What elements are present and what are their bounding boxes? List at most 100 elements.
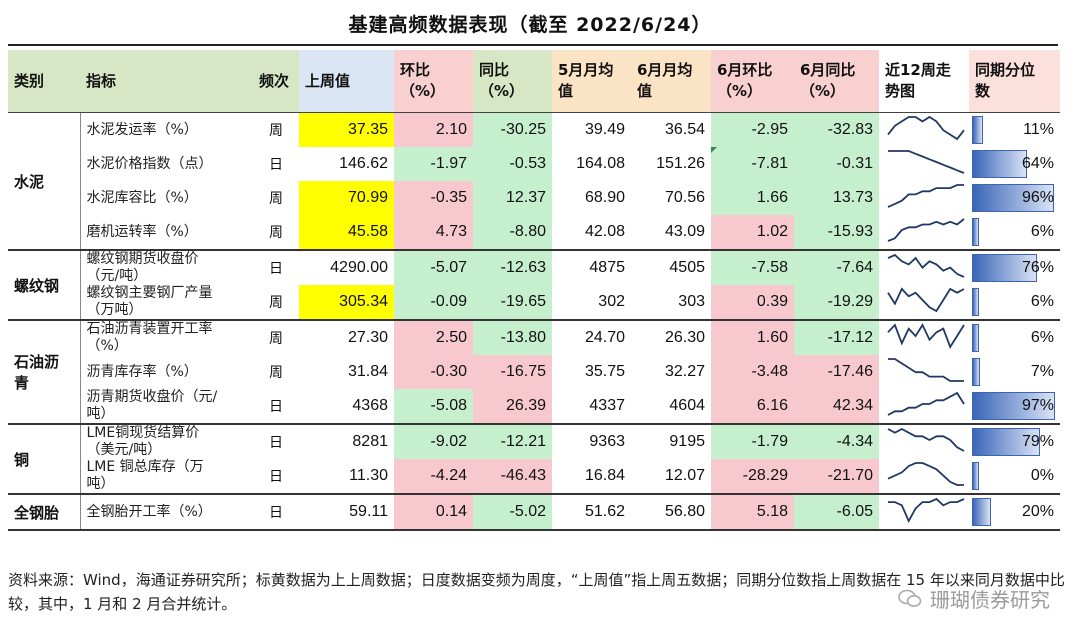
indicator-cell: LME铜现货结算价 （美元/吨）: [86, 425, 200, 458]
june-mom-value: -7.58: [711, 250, 794, 285]
last-week-value: 4290.00: [330, 259, 388, 276]
trend-sparkline: [887, 184, 964, 208]
percentile-bar: [972, 254, 1038, 282]
percentile-value: 6%: [1030, 293, 1054, 310]
column-header: 类别: [8, 50, 80, 113]
yoy-value: -46.43: [473, 459, 552, 495]
watermark: 珊瑚债券研究: [898, 584, 1050, 613]
percentile-value: 76%: [1021, 259, 1054, 276]
watermark-text: 珊瑚债券研究: [930, 588, 1050, 612]
category-cell: 螺纹钢: [8, 250, 81, 321]
table-row: 螺纹钢 螺纹钢期货收盘价 （元/吨） 日 4290.00 -5.07 -12.63 4875…: [8, 250, 1060, 321]
trend-sparkline: [887, 391, 965, 416]
june-mom-value: -2.95: [711, 112, 794, 147]
frequency-cell: 日: [253, 389, 299, 425]
percentile-value: 96%: [1021, 189, 1054, 206]
trend-sparkline: [887, 253, 965, 278]
june-average: 12.07: [631, 459, 711, 495]
may-average: 51.62: [552, 494, 631, 531]
percentile-bar: [972, 324, 979, 352]
sparkline-line: [887, 323, 965, 350]
indicator-cell: LME 铜总库存（万 吨）: [80, 459, 253, 495]
june-yoy-value: 13.73: [794, 181, 879, 215]
june-yoy-value: -7.64: [794, 250, 879, 285]
trend-cell: [879, 320, 969, 355]
june-mom-value: -7.81: [711, 147, 794, 181]
table-row: 水泥价格指数（点） 日 146.62 -1.97 -0.53 164.08 151.26 -7…: [8, 147, 1060, 181]
indicator-cell: 石油沥青装置开工率 （%）: [86, 321, 213, 354]
trend-cell: [879, 147, 969, 181]
yoy-value: -12.21: [473, 424, 552, 459]
percentile-bar: [972, 428, 1040, 456]
table-row: 沥青库存率（%） 周 31.84 -0.30 -16.75 35.75 32.27 -3.48…: [8, 355, 1060, 389]
last-week-value: 31.84: [347, 363, 388, 380]
june-mom-value: 1.02: [711, 215, 794, 251]
percentile-cell: 96%: [969, 181, 1060, 215]
wow-value: -1.97: [394, 147, 473, 181]
data-table: 类别 指标 频次 上周值 环比 （%） 同比 （%） 5月月均 值 6月月均 值 6月环比 （%…: [8, 50, 1060, 531]
indicator-cell: 全钢胎开工率（%）: [80, 494, 253, 531]
may-average: 16.84: [552, 459, 631, 495]
yoy-value: -0.53: [473, 147, 552, 181]
trend-cell: [879, 424, 969, 459]
last-week-value: 4368: [299, 389, 394, 425]
yoy-value: -19.65: [473, 285, 552, 321]
column-header: 近12周走 势图: [879, 50, 969, 113]
june-yoy-value: 42.34: [794, 389, 879, 425]
june-yoy-value: -0.31: [794, 147, 879, 181]
yoy-value: -13.80: [473, 320, 552, 355]
percentile-value: 20%: [1021, 503, 1054, 520]
frequency-cell: 周: [269, 331, 283, 347]
percentile-value: 79%: [1021, 433, 1054, 450]
trend-sparkline: [887, 287, 965, 313]
table-row: 石油沥青 石油沥青装置开工率 （%） 周 27.30 2.50 -13.80 24.70 26…: [8, 320, 1060, 425]
may-average: 9363: [589, 433, 625, 450]
percentile-value: 97%: [1021, 397, 1054, 414]
category-cell: 铜: [8, 424, 81, 495]
wechat-icon: [898, 589, 922, 607]
percentile-cell: 20%: [969, 494, 1060, 531]
june-yoy-value: -17.46: [794, 355, 879, 389]
table-row: 全钢胎 全钢胎开工率（%）日 59.11 0.14 -5.02 51.62 56.80 5.1…: [8, 494, 1060, 531]
june-mom-value: 6.16: [711, 389, 794, 425]
june-average: 151.26: [656, 155, 705, 172]
wow-value: 2.50: [394, 320, 473, 355]
june-mom-value: 0.39: [711, 285, 794, 321]
percentile-value: 7%: [1030, 363, 1054, 380]
frequency-cell: 周: [269, 123, 283, 139]
percentile-cell: 6%: [969, 320, 1060, 355]
last-week-value: 70.99: [299, 181, 394, 215]
last-week-value: 59.11: [299, 494, 394, 531]
column-header: 6月环比 （%）: [711, 50, 794, 113]
percentile-bar: [972, 116, 984, 144]
june-average: 43.09: [631, 215, 711, 251]
trend-cell: [879, 113, 969, 148]
frequency-cell: 周: [253, 285, 299, 321]
june-mom-value: -3.48: [711, 355, 794, 389]
percentile-cell: 0%: [969, 459, 1060, 495]
percentile-cell: 6%: [969, 285, 1060, 321]
percentile-cell: 97%: [969, 389, 1060, 425]
column-header: 上周值: [299, 50, 394, 113]
indicator-cell: 螺纹钢主要钢厂产量 （万吨）: [80, 285, 253, 321]
yoy-value: 12.37: [473, 181, 552, 215]
frequency-cell: 日: [269, 261, 283, 277]
column-header: 同期分位 数: [969, 50, 1060, 113]
sparkline-line: [887, 427, 965, 452]
last-week-value: 27.30: [347, 329, 388, 346]
table-row: 铜 LME铜现货结算价 （美元/吨） 日 8281 -9.02 -12.21 9363 919…: [8, 424, 1060, 495]
table-row: 磨机运转率（%）周 45.58 4.73 -8.80 42.08 43.09 1.02 -15…: [8, 215, 1060, 251]
trend-sparkline: [887, 462, 964, 486]
june-average: 32.27: [664, 363, 705, 380]
sparkline-line: [887, 115, 965, 141]
yoy-value: -16.75: [473, 355, 552, 389]
last-week-value: 37.35: [299, 112, 394, 147]
may-average: 35.75: [584, 363, 625, 380]
june-yoy-value: -4.34: [794, 424, 879, 459]
june-average: 36.54: [664, 121, 705, 138]
table-row: 螺纹钢主要钢厂产量 （万吨）周 305.34 -0.09 -19.65 302 303 0.…: [8, 285, 1060, 321]
june-yoy-value: -17.12: [794, 320, 879, 355]
june-yoy-value: -6.05: [794, 494, 879, 531]
trend-cell: [879, 389, 969, 425]
yoy-value: -30.25: [473, 112, 552, 147]
